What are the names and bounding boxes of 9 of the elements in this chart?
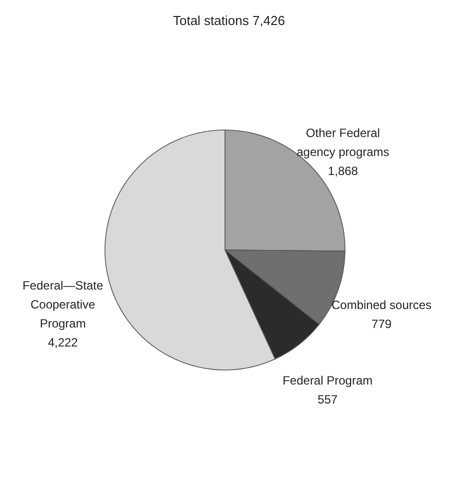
data-label: 557 bbox=[318, 392, 338, 406]
data-label: 1,868 bbox=[328, 164, 358, 178]
slice-label: Federal—State Cooperative Program bbox=[22, 278, 104, 330]
data-label: 4,222 bbox=[48, 335, 78, 350]
slice-label: Federal Program bbox=[282, 373, 373, 388]
slice-label: Other Federal agency programs bbox=[296, 126, 390, 160]
data-label: 779 bbox=[372, 317, 392, 332]
chart-title: Total stations 7,426 bbox=[172, 13, 286, 28]
slice-label: Combined sources bbox=[332, 298, 432, 312]
